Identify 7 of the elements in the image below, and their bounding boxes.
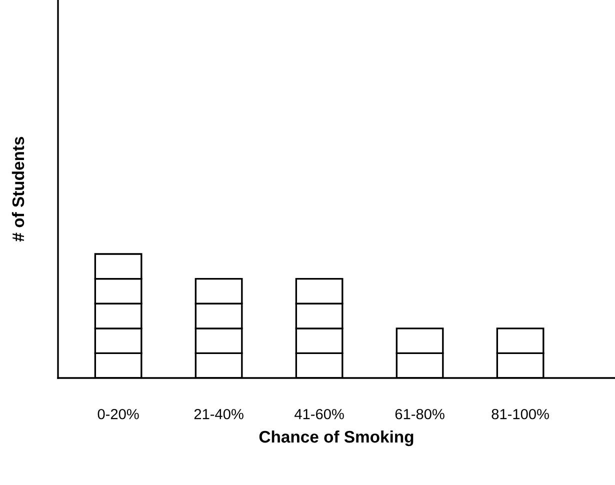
x-axis-title: Chance of Smoking bbox=[259, 430, 414, 446]
x-tick-label: 81-100% bbox=[492, 408, 549, 420]
x-tick-label: 21-40% bbox=[194, 408, 244, 420]
x-tick-label: 0-20% bbox=[98, 408, 139, 420]
x-tick-label: 41-60% bbox=[294, 408, 344, 420]
y-axis-title: # of Students bbox=[12, 136, 24, 242]
x-tick-label: 61-80% bbox=[395, 408, 444, 420]
